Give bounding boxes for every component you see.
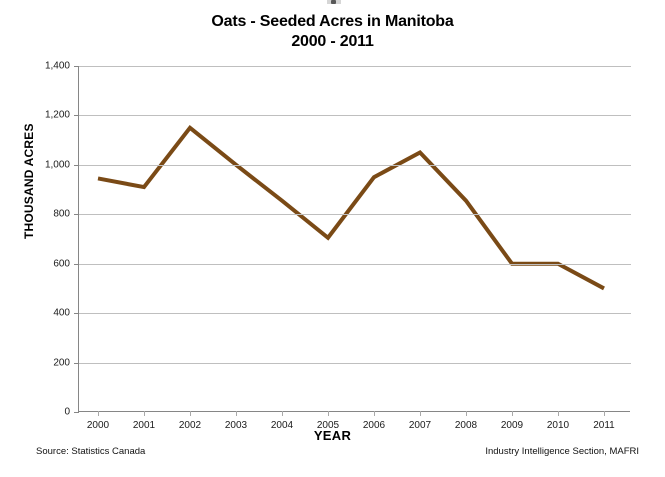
gridline-200 (79, 362, 631, 364)
x-axis-label-2001: 2001 (132, 420, 156, 431)
x-axis-label-2005: 2005 (316, 420, 340, 431)
y-axis-label-800: 800 (53, 208, 70, 220)
x-axis-label-2009: 2009 (500, 420, 524, 431)
x-axis-label-2006: 2006 (362, 420, 386, 431)
y-axis-tick (74, 115, 79, 117)
x-axis-tick (374, 411, 375, 416)
y-axis-tick (74, 66, 79, 67)
artifact-dot (331, 0, 336, 4)
x-axis-label-2000: 2000 (86, 420, 110, 431)
x-axis-tick (466, 411, 467, 416)
plot-area: 0 200 400 600 800 1,000 1,200 1,400 2000 2001 2002… (45, 61, 631, 431)
y-axis-label-1,400: 1,400 (44, 60, 70, 72)
x-axis-tick (420, 411, 421, 416)
x-axis-title: YEAR (313, 428, 352, 443)
series-line-chart (97, 124, 605, 291)
x-axis-label-2004: 2004 (270, 420, 294, 431)
gridline-1,400 (79, 66, 631, 67)
footer-source-note: Source: Statistics Canada (36, 446, 146, 457)
y-axis-tick (74, 214, 79, 216)
y-axis-tick (74, 412, 79, 413)
x-axis-label-2008: 2008 (454, 420, 478, 431)
chart-title: Oats - Seeded Acres in Manitoba 2000 - 2… (0, 12, 665, 52)
x-axis-tick (190, 411, 191, 416)
x-axis-tick (236, 411, 237, 416)
x-axis-tick (144, 411, 145, 416)
x-axis-tick (558, 411, 559, 416)
gridline-400 (79, 313, 631, 315)
chart-title-line-2: 2000 - 2011 (291, 33, 374, 50)
x-axis-label-2010: 2010 (546, 420, 570, 431)
y-axis-label-1,200: 1,200 (44, 109, 70, 121)
x-axis-label-2007: 2007 (408, 420, 432, 431)
gridline-1,000 (79, 164, 631, 166)
y-axis-tick (74, 313, 79, 315)
y-axis-title: THOUSAND ACRES (22, 123, 36, 239)
y-axis-label-1,000: 1,000 (44, 159, 70, 171)
y-axis-label-400: 400 (53, 307, 70, 319)
x-axis-tick (328, 411, 329, 416)
x-axis-label-2003: 2003 (224, 420, 248, 431)
x-axis-label-2002: 2002 (178, 420, 202, 431)
y-axis-tick (74, 164, 79, 166)
gridline-800 (79, 214, 631, 216)
y-axis-tick (74, 263, 79, 265)
chart-title-line-1: Oats - Seeded Acres in Manitoba (211, 13, 454, 30)
y-axis-label-200: 200 (53, 357, 70, 369)
clipped-header-artifact (327, 0, 341, 4)
x-axis-tick (604, 411, 605, 416)
y-axis-label-0: 0 (64, 406, 70, 418)
y-axis-label-600: 600 (53, 258, 70, 270)
gridline-600 (79, 263, 631, 265)
x-axis-tick (98, 411, 99, 416)
x-axis-tick (512, 411, 513, 416)
footer-credit-note: Industry Intelligence Section, MAFRI (485, 446, 639, 457)
y-axis-tick (74, 362, 79, 364)
gridline-1,200 (79, 115, 631, 117)
x-axis-label-2011: 2011 (593, 420, 615, 431)
x-axis-tick (282, 411, 283, 416)
